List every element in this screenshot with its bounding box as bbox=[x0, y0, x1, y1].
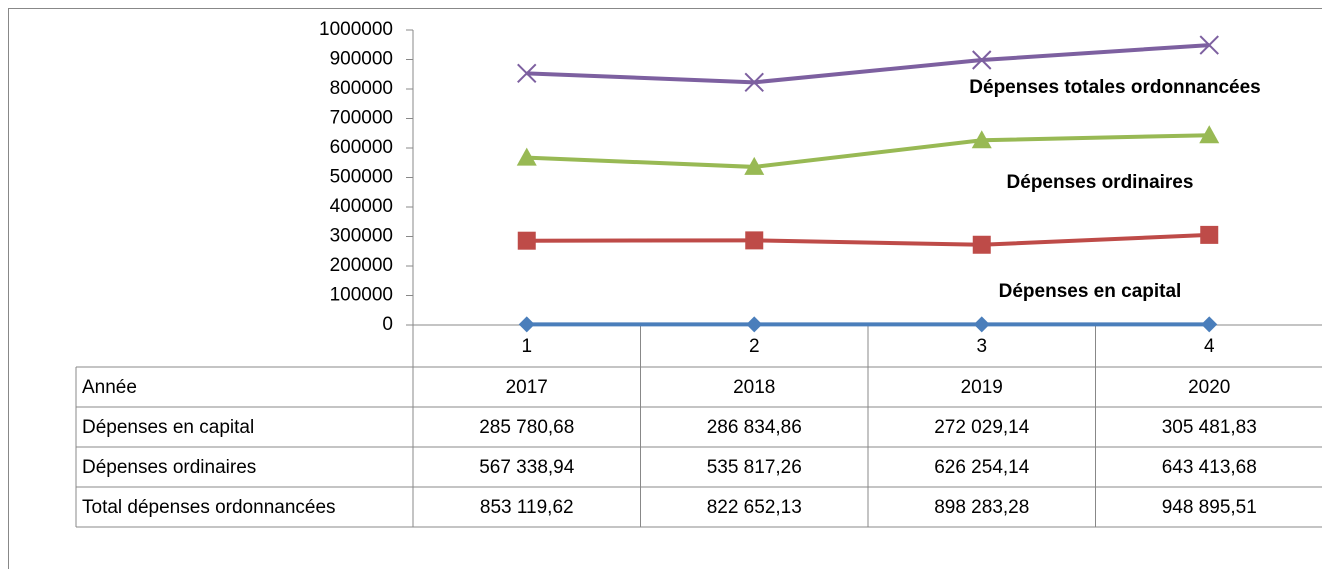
table-cell: 286 834,86 bbox=[707, 417, 802, 438]
marker bbox=[1199, 125, 1220, 144]
x-tick-label: 3 bbox=[976, 336, 987, 357]
y-tick-label: 600000 bbox=[330, 137, 393, 158]
table-cell: 2020 bbox=[1188, 377, 1230, 398]
series-line bbox=[526, 43, 1210, 85]
table-row-label: Dépenses en capital bbox=[82, 417, 254, 438]
marker bbox=[972, 235, 991, 254]
marker bbox=[517, 63, 537, 84]
table-cell: 535 817,26 bbox=[707, 457, 802, 478]
table-cell: 853 119,62 bbox=[480, 497, 574, 518]
table-row-label: Année bbox=[82, 377, 137, 398]
x-tick-label: 1 bbox=[521, 336, 532, 357]
table-cell: 898 283,28 bbox=[934, 497, 1029, 518]
marker bbox=[971, 130, 992, 149]
y-tick-label: 400000 bbox=[330, 196, 393, 217]
y-tick-label: 1000000 bbox=[319, 19, 393, 40]
table-cell: 305 481,83 bbox=[1162, 417, 1257, 438]
marker bbox=[746, 316, 763, 333]
marker bbox=[744, 156, 765, 175]
y-tick-label: 0 bbox=[382, 314, 393, 335]
table-cell: 2017 bbox=[506, 377, 548, 398]
table-cell: 272 029,14 bbox=[934, 417, 1030, 438]
table-cell: 822 652,13 bbox=[707, 497, 802, 518]
y-tick-label: 300000 bbox=[330, 226, 393, 247]
y-tick-label: 900000 bbox=[330, 49, 393, 70]
x-tick-label: 4 bbox=[1204, 336, 1215, 357]
chart-border bbox=[8, 8, 1322, 569]
series-line bbox=[526, 232, 1210, 247]
table-cell: 626 254,14 bbox=[934, 457, 1030, 478]
series-line bbox=[526, 133, 1210, 169]
x-tick-label: 2 bbox=[749, 336, 760, 357]
marker bbox=[1199, 35, 1219, 55]
y-tick-label: 500000 bbox=[330, 167, 393, 188]
table-cell: 643 413,68 bbox=[1162, 457, 1257, 478]
y-tick-label: 700000 bbox=[330, 108, 393, 129]
table-cell: 285 780,68 bbox=[479, 417, 574, 438]
table-cell: 948 895,51 bbox=[1162, 497, 1257, 518]
y-tick-label: 100000 bbox=[330, 285, 393, 306]
annotation: Dépenses ordinaires bbox=[1007, 172, 1194, 193]
marker bbox=[972, 50, 992, 70]
marker bbox=[744, 72, 764, 93]
y-tick-label: 200000 bbox=[330, 255, 393, 276]
marker bbox=[518, 316, 535, 333]
table-cell: 2019 bbox=[961, 377, 1003, 398]
y-tick-label: 800000 bbox=[330, 78, 393, 99]
table-cell: 567 338,94 bbox=[479, 457, 575, 478]
table-row-label: Dépenses ordinaires bbox=[82, 457, 256, 478]
marker bbox=[745, 231, 764, 250]
marker bbox=[516, 147, 537, 166]
marker bbox=[973, 316, 990, 333]
marker bbox=[517, 231, 536, 250]
table-row-label: Total dépenses ordonnancées bbox=[82, 497, 336, 518]
marker bbox=[1201, 316, 1218, 333]
annotation: Dépenses en capital bbox=[999, 281, 1182, 302]
marker bbox=[1200, 225, 1219, 244]
annotation: Dépenses totales ordonnancées bbox=[969, 77, 1260, 98]
table-cell: 2018 bbox=[733, 377, 775, 398]
